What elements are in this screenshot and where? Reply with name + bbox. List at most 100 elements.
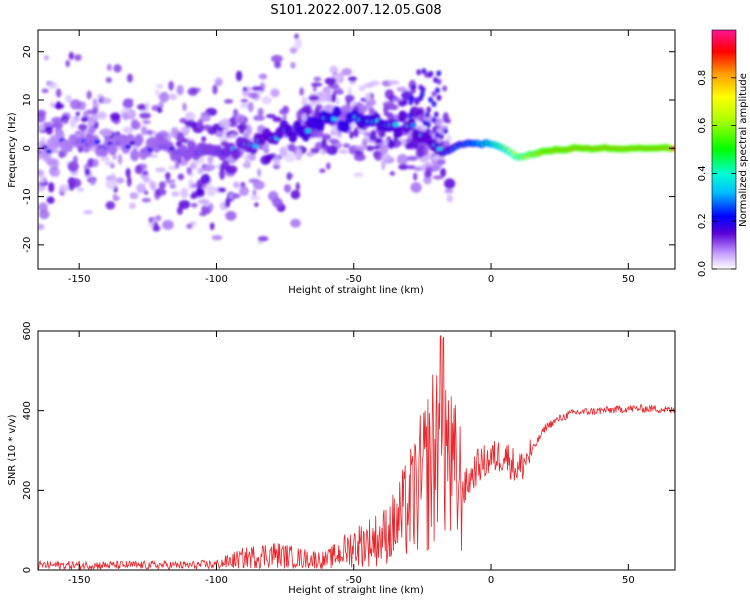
heatmap-cell — [393, 126, 403, 139]
heatmap-cell — [171, 191, 180, 197]
heatmap-cell — [41, 88, 49, 93]
heatmap-cell — [294, 33, 299, 40]
heatmap-cell — [62, 119, 69, 125]
heatmap-cell — [443, 128, 449, 135]
heatmap-cell — [169, 94, 178, 101]
heatmap-cell — [365, 145, 375, 152]
heatmap-cell — [176, 206, 183, 215]
heatmap-cell — [303, 108, 311, 114]
heatmap-cell — [446, 194, 453, 203]
heatmap-cell — [434, 131, 440, 138]
heatmap-cell — [49, 101, 55, 108]
heatmap-xtick-label: 0 — [488, 274, 494, 285]
heatmap-cell — [316, 103, 323, 111]
heatmap-frame — [37, 29, 676, 270]
heatmap-cell — [233, 113, 245, 123]
heatmap-cell — [324, 77, 337, 85]
heatmap-cell — [410, 123, 417, 128]
heatmap-cell — [369, 80, 380, 86]
heatmap-cell — [87, 158, 95, 168]
heatmap-cell — [353, 127, 359, 138]
heatmap-cell — [184, 111, 196, 122]
heatmap-cell — [290, 61, 296, 69]
heatmap-cell — [251, 86, 263, 91]
heatmap-cell — [113, 63, 122, 73]
heatmap-cell — [321, 133, 332, 141]
heatmap-cell — [211, 234, 223, 241]
heatmap-cell — [289, 47, 298, 54]
heatmap-cell — [158, 101, 164, 109]
heatmap-cell — [142, 119, 151, 125]
heatmap-cell — [83, 210, 93, 215]
heatmap-cell — [115, 177, 125, 184]
heatmap-cell — [92, 105, 99, 115]
heatmap-cell — [431, 90, 437, 97]
heatmap-cell — [347, 86, 352, 97]
heatmap-cell — [190, 193, 197, 200]
heatmap-cell — [201, 136, 207, 143]
heatmap-cell — [253, 115, 265, 121]
heatmap-cell — [75, 111, 80, 117]
heatmap-cell — [425, 111, 431, 118]
heatmap-cell — [419, 91, 425, 98]
heatmap-cell — [294, 38, 303, 49]
heatmap-cell — [311, 129, 324, 138]
heatmap-cell — [136, 183, 147, 194]
heatmap-cell — [283, 152, 296, 163]
heatmap-cell — [253, 180, 265, 190]
heatmap-cell — [358, 85, 366, 92]
heatmap-cell — [197, 167, 204, 175]
figure-title: S101.2022.007.12.05.G08 — [270, 3, 441, 18]
heatmap-cell — [198, 198, 210, 205]
heatmap-cell — [398, 164, 409, 170]
heatmap-cell — [433, 111, 439, 118]
snr-xtick-label: -100 — [205, 575, 228, 586]
heatmap-cell — [88, 125, 96, 134]
heatmap-cell — [329, 65, 339, 74]
heatmap-cell — [236, 123, 249, 131]
heatmap-cell — [270, 88, 280, 98]
heatmap-cell — [72, 155, 78, 166]
heatmap-cell — [80, 128, 86, 137]
heatmap-cell — [84, 168, 91, 176]
heatmap-ytick-label: 10 — [22, 94, 33, 107]
heatmap-cell — [420, 86, 426, 93]
heatmap-cell — [249, 195, 261, 200]
heatmap-cell — [272, 197, 283, 208]
heatmap-cell — [218, 187, 226, 193]
heatmap-cell — [182, 149, 192, 162]
snr-plot-area — [38, 331, 675, 570]
heatmap-cell — [445, 118, 451, 124]
heatmap-cell — [181, 138, 188, 143]
heatmap-cell — [38, 209, 50, 220]
heatmap-cell — [200, 113, 211, 122]
heatmap-cell — [141, 197, 152, 203]
heatmap-cell — [218, 118, 231, 128]
heatmap-cell — [145, 101, 150, 112]
heatmap-cell — [282, 114, 287, 121]
heatmap-cell — [108, 143, 118, 156]
heatmap-cell — [231, 147, 241, 160]
heatmap-cell — [316, 91, 328, 103]
heatmap-cell — [279, 146, 288, 157]
heatmap-cell — [94, 139, 101, 145]
heatmap-cell — [384, 89, 394, 100]
heatmap-cell — [436, 94, 442, 101]
heatmap-cell — [43, 55, 50, 61]
heatmap-cell — [129, 140, 136, 146]
heatmap-cell — [433, 76, 439, 83]
heatmap-cell — [296, 110, 302, 120]
heatmap-cell — [174, 160, 180, 169]
heatmap-cell — [288, 173, 294, 178]
heatmap-cell — [141, 125, 148, 136]
heatmap-cell — [70, 117, 77, 129]
heatmap-cell — [314, 141, 324, 150]
heatmap-cell — [313, 76, 322, 82]
heatmap-cell — [310, 147, 320, 154]
heatmap-cell — [112, 195, 120, 201]
heatmap-cell — [130, 149, 140, 162]
heatmap-cell — [149, 216, 156, 221]
heatmap-cell — [186, 223, 193, 229]
heatmap-cell — [136, 103, 148, 111]
